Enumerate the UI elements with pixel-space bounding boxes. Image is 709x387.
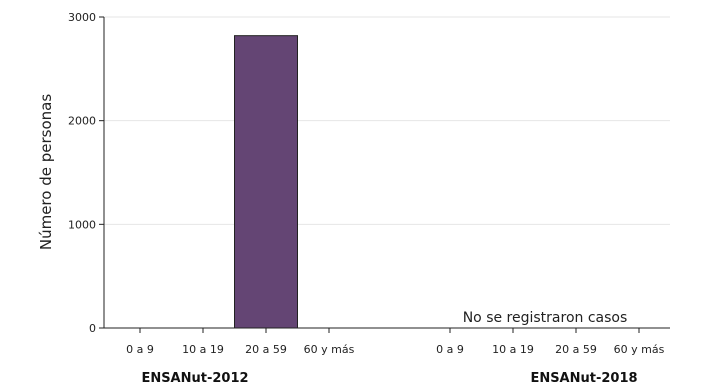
bars (234, 35, 298, 329)
y-axis-label: Número de personas (37, 94, 55, 250)
group-label-2018: ENSANut-2018 (530, 371, 637, 386)
y-tick-label: 3000 (68, 11, 96, 24)
no-cases-annotation: No se registraron casos (463, 310, 628, 326)
x-tick-label: 0 a 9 (126, 343, 154, 356)
x-tick-label: 20 a 59 (245, 343, 287, 356)
x-tick-label: 0 a 9 (436, 343, 464, 356)
x-tick-label: 20 a 59 (555, 343, 597, 356)
bar (234, 35, 298, 329)
x-tick-label: 10 a 19 (492, 343, 534, 356)
x-tick-label: 10 a 19 (182, 343, 224, 356)
y-tick-label: 2000 (68, 115, 96, 128)
x-tick-label: 60 y más (304, 343, 355, 356)
y-tick-label: 0 (89, 322, 96, 335)
grid-lines (104, 16, 670, 329)
x-ticks: 0 a 9 10 a 19 20 a 59 60 y más 0 a 9 10 a 19 2… (126, 328, 665, 356)
y-ticks: 0 1000 2000 3000 (68, 11, 104, 335)
y-tick-label: 1000 (68, 218, 96, 231)
group-label-2012: ENSANut-2012 (141, 371, 248, 386)
x-tick-label: 60 y más (614, 343, 665, 356)
